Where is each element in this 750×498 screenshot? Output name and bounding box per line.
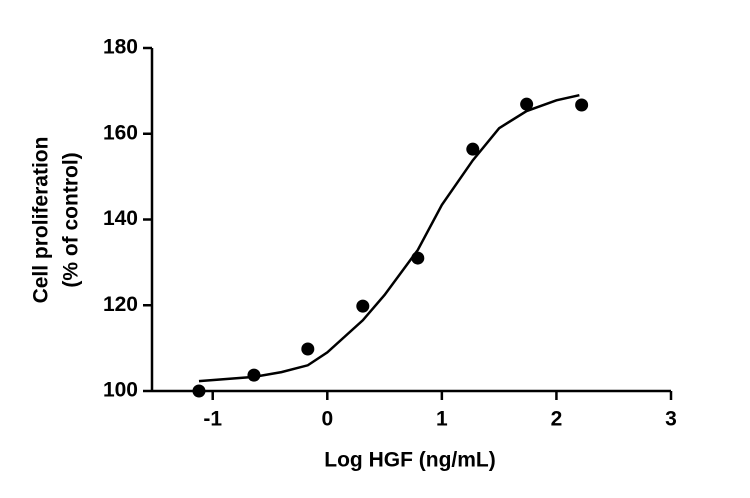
data-point xyxy=(192,384,206,398)
y-tick-label: 180 xyxy=(103,36,138,59)
fit-curve xyxy=(198,93,580,383)
x-tick-label: 0 xyxy=(321,408,333,431)
data-point xyxy=(575,98,589,112)
y-axis-label: (% of control) xyxy=(60,152,83,287)
y-tick-label: 160 xyxy=(103,121,138,144)
x-tick-label: 1 xyxy=(436,408,448,431)
x-axis-label: Log HGF (ng/mL) xyxy=(324,449,495,472)
y-tick-label: 140 xyxy=(103,207,138,230)
data-point xyxy=(520,97,534,111)
data-point xyxy=(247,368,261,382)
x-tick-label: 2 xyxy=(551,408,563,431)
data-point xyxy=(466,142,480,156)
x-tick-label: 3 xyxy=(665,408,677,431)
x-tick-label: -1 xyxy=(203,408,222,431)
y-tick-label: 100 xyxy=(103,379,138,402)
data-point xyxy=(301,342,315,356)
y-tick-label: 120 xyxy=(103,293,138,316)
y-axis-label: Cell proliferation xyxy=(30,137,53,304)
data-point xyxy=(356,299,370,313)
